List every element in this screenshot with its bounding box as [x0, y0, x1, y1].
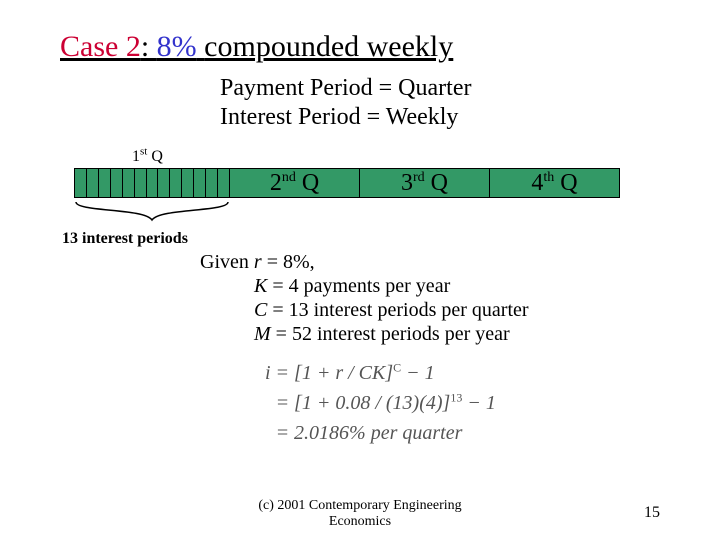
formula-row2: i = [1 + 0.08 / (13)(4)]13 − 1	[265, 388, 496, 418]
bar-q2: 2nd Q	[230, 168, 360, 198]
title-pct: 8%	[157, 30, 197, 63]
given-line4: M = 52 interest periods per year	[254, 322, 529, 346]
given-line3: C = 13 interest periods per quarter	[254, 298, 529, 322]
bar-q3: 3rd Q	[360, 168, 490, 198]
bar-first-quarter	[74, 168, 230, 198]
title-rest: compounded weekly	[204, 30, 453, 63]
footer-line2: Economics	[0, 514, 720, 530]
first-quarter-label: 1st Q	[132, 148, 163, 166]
subtitle-line2: Interest Period = Weekly	[220, 103, 660, 132]
subtitle-line1: Payment Period = Quarter	[220, 74, 660, 103]
formula-row1: i = [1 + r / CK]C − 1	[265, 358, 496, 388]
formula-block: i = [1 + r / CK]C − 1 i = [1 + 0.08 / (1…	[265, 358, 496, 448]
given-block: Given r = 8%, K = 4 payments per year C …	[200, 250, 529, 346]
slide-title: Case 2: 8% compounded weekly	[60, 30, 660, 64]
footer: (c) 2001 Contemporary Engineering Econom…	[0, 498, 720, 530]
title-case: Case 2	[60, 30, 141, 63]
timeline-bar: 2nd Q 3rd Q 4th Q	[74, 168, 620, 198]
footer-line1: (c) 2001 Contemporary Engineering	[0, 498, 720, 514]
formula-row3: i = 2.0186% per quarter	[265, 418, 496, 448]
given-line2: K = 4 payments per year	[254, 274, 529, 298]
brace-icon	[74, 200, 230, 224]
bar-q4: 4th Q	[490, 168, 620, 198]
interest-periods-label: 13 interest periods	[62, 230, 188, 248]
page-number: 15	[644, 504, 660, 522]
given-line1: Given r = 8%,	[200, 250, 529, 274]
subtitle: Payment Period = Quarter Interest Period…	[220, 74, 660, 132]
